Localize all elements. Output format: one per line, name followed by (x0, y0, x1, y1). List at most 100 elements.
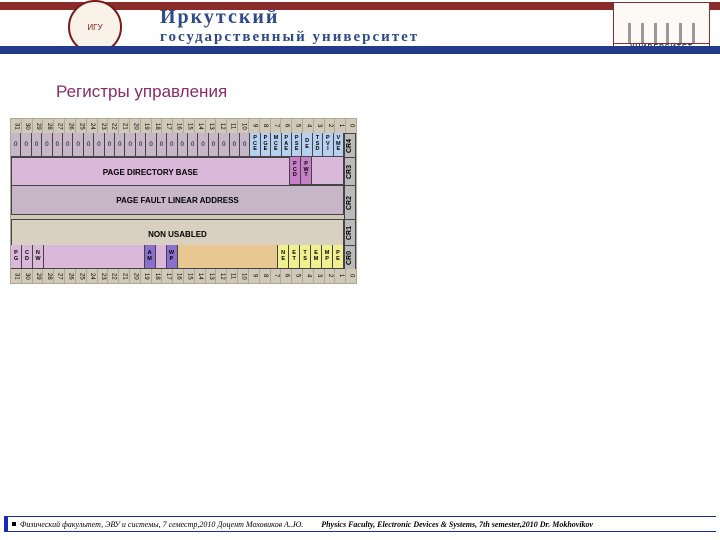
bit-header: 0 (346, 269, 356, 283)
bit-header: 31 (11, 269, 22, 283)
register-bit-cell: 0 (115, 133, 125, 157)
register-bit-cell: 0 (125, 133, 135, 157)
bit-header: 2 (325, 269, 336, 283)
bit-header: 11 (227, 269, 238, 283)
bit-header: 28 (43, 119, 54, 133)
bit-header: 21 (119, 119, 130, 133)
bit-header: 17 (162, 119, 173, 133)
register-bit-cell: EM (311, 245, 322, 269)
register-bit-cell: 0 (146, 133, 156, 157)
bit-header: 5 (292, 269, 303, 283)
register-bit-cell: 0 (188, 133, 198, 157)
register-bit-cell: 0 (63, 133, 73, 157)
bit-header: 9 (249, 269, 260, 283)
bit-header: 24 (87, 269, 98, 283)
university-title: Иркутский государственный университет (160, 6, 419, 46)
bit-header: 17 (162, 269, 173, 283)
register-bit-cell: 0 (42, 133, 52, 157)
bit-header: 25 (76, 269, 87, 283)
blue-band (0, 46, 720, 54)
register-bit-cell: 0 (84, 133, 94, 157)
register-bit-cell: 0 (94, 133, 104, 157)
register-bit-cell: 0 (32, 133, 42, 157)
bit-header: 16 (173, 269, 184, 283)
university-title-line1: Иркутский (160, 6, 419, 29)
bit-header: 7 (271, 119, 282, 133)
register-bit-cell: AM (145, 245, 156, 269)
bit-header: 31 (11, 119, 22, 133)
register-bit-cell: 0 (157, 133, 167, 157)
register-bit-cell: PCE (250, 133, 260, 157)
bit-header: 25 (76, 119, 87, 133)
bit-header: 12 (216, 119, 227, 133)
bit-header: 19 (141, 119, 152, 133)
bit-header: 10 (238, 119, 249, 133)
bit-header: 10 (238, 269, 249, 283)
bit-header: 9 (249, 119, 260, 133)
bit-header: 1 (335, 119, 346, 133)
bit-header: 19 (141, 269, 152, 283)
bit-header: 13 (206, 269, 217, 283)
bit-header: 2 (325, 119, 336, 133)
register-bit-cell: 0 (73, 133, 83, 157)
register-bit-cell: PCD (290, 157, 301, 185)
register-bit-cell: PGE (261, 133, 271, 157)
bit-header: 14 (195, 119, 206, 133)
building-emblem-icon: УНИВЕРСИТЕТ (613, 2, 710, 52)
register-bit-cell: 0 (178, 133, 188, 157)
footer-bar: Физический факультет, ЭВУ и системы, 7 с… (4, 516, 716, 532)
register-bit-cell: 0 (136, 133, 146, 157)
register-bit-cell: PG (11, 245, 22, 269)
bit-header: 22 (108, 269, 119, 283)
cr2-page-fault-addr: PAGE FAULT LINEAR ADDRESS (11, 185, 344, 215)
cr-label: CR0 (344, 245, 356, 269)
bit-header: 26 (65, 269, 76, 283)
bit-header: 15 (184, 269, 195, 283)
bit-header: 18 (152, 119, 163, 133)
cr-label: CR1 (344, 219, 356, 245)
bit-header: 23 (98, 269, 109, 283)
bit-header: 1 (335, 269, 346, 283)
register-bit-cell: 0 (230, 133, 240, 157)
bit-header: 30 (22, 269, 33, 283)
bit-header: 0 (346, 119, 356, 133)
bit-header: 3 (314, 269, 325, 283)
register-bit-cell: 0 (219, 133, 229, 157)
bit-header: 23 (98, 119, 109, 133)
register-bit-cell: TS (300, 245, 311, 269)
bit-header: 3 (314, 119, 325, 133)
register-bit-cell: DE (302, 133, 312, 157)
register-bit-cell: PSE (292, 133, 302, 157)
register-bit-cell: ET (289, 245, 300, 269)
register-bit-cell: MP (322, 245, 333, 269)
bit-header: 20 (130, 119, 141, 133)
bit-header: 12 (216, 269, 227, 283)
bit-header: 4 (303, 119, 314, 133)
bit-header: 29 (33, 119, 44, 133)
register-bit-cell: 0 (21, 133, 31, 157)
bullet-icon (12, 522, 16, 526)
cr-label: CR3 (344, 157, 356, 185)
bit-header: 15 (184, 119, 195, 133)
bit-header: 4 (303, 269, 314, 283)
bit-header: 21 (119, 269, 130, 283)
control-registers-diagram: 3130292827262524232221201918171615141312… (10, 118, 357, 284)
register-bit-cell: 0 (167, 133, 177, 157)
register-bit-cell: 0 (53, 133, 63, 157)
bit-header: 27 (54, 119, 65, 133)
register-bit-cell: 0 (105, 133, 115, 157)
register-bit-cell: PVI (323, 133, 333, 157)
bit-header: 22 (108, 119, 119, 133)
bit-header: 13 (206, 119, 217, 133)
header: ИГУ Иркутский государственный университе… (0, 0, 720, 56)
register-bit-cell (156, 245, 167, 269)
cr3-page-directory-base: PAGE DIRECTORY BASE (11, 157, 290, 187)
register-bit-cell: WP (167, 245, 178, 269)
bit-header: 6 (281, 269, 292, 283)
bit-header: 5 (292, 119, 303, 133)
register-bit-cell: TSD (313, 133, 323, 157)
bit-header: 16 (173, 119, 184, 133)
bit-header: 8 (260, 269, 271, 283)
bit-header: 27 (54, 269, 65, 283)
cr-label: CR2 (344, 185, 356, 219)
